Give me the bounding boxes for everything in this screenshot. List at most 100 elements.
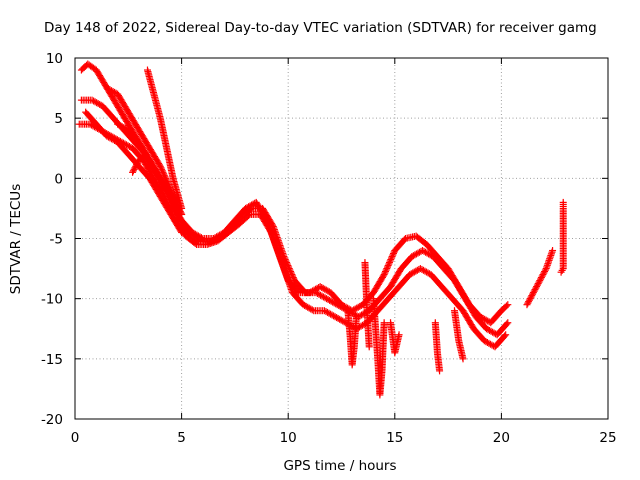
data-point: [383, 263, 391, 271]
data-point: [301, 302, 309, 310]
series-late-rise: [523, 247, 557, 309]
data-point: [480, 337, 488, 345]
data-point: [111, 137, 119, 145]
x-axis-label: GPS time / hours: [283, 458, 396, 474]
data-point: [353, 304, 361, 312]
data-point: [105, 85, 113, 93]
y-tick-label: -5: [50, 232, 63, 248]
data-point: [541, 266, 549, 274]
data-point: [302, 302, 310, 310]
data-point: [178, 228, 186, 236]
data-point: [289, 274, 297, 282]
data-point: [118, 123, 126, 131]
data-point: [339, 317, 347, 325]
data-point: [356, 302, 364, 310]
data-point: [411, 251, 419, 259]
series-track-h: [129, 150, 164, 182]
data-point: [129, 168, 137, 176]
data-point: [133, 159, 141, 167]
data-point: [532, 284, 540, 292]
data-point: [482, 316, 490, 324]
data-point: [156, 174, 164, 182]
data-point: [131, 164, 139, 172]
data-point: [146, 159, 154, 167]
data-point: [524, 299, 532, 307]
data-point: [381, 268, 389, 276]
data-point: [132, 162, 140, 170]
data-point: [115, 121, 123, 129]
data-point: [178, 204, 186, 212]
data-point: [410, 268, 418, 276]
data-point: [117, 122, 125, 130]
data-point: [389, 250, 397, 258]
chart-title: Day 148 of 2022, Sidereal Day-to-day VTE…: [44, 20, 597, 36]
data-point: [191, 239, 199, 247]
data-point: [328, 311, 336, 319]
data-points: [75, 60, 567, 399]
data-point: [329, 298, 337, 306]
data-point: [316, 283, 324, 291]
data-point: [485, 339, 493, 347]
data-point: [387, 254, 395, 262]
data-point: [288, 271, 296, 279]
data-point: [354, 303, 362, 311]
data-point: [426, 251, 434, 259]
data-point: [108, 87, 116, 95]
data-point: [436, 367, 444, 375]
data-point: [534, 280, 542, 288]
data-point: [527, 293, 535, 301]
data-point: [318, 292, 326, 300]
data-point: [425, 250, 433, 258]
data-point: [525, 296, 533, 304]
data-point: [421, 267, 429, 275]
data-point: [360, 320, 368, 328]
data-point: [416, 265, 424, 273]
data-point: [307, 305, 315, 313]
data-point: [419, 266, 427, 274]
y-tick-label: -10: [41, 292, 63, 308]
data-point: [122, 141, 130, 149]
data-point: [337, 316, 345, 324]
data-point: [324, 287, 332, 295]
data-point: [533, 281, 541, 289]
data-point: [322, 308, 330, 316]
data-point: [156, 162, 164, 170]
data-point: [321, 294, 329, 302]
data-point: [145, 156, 153, 164]
data-point: [487, 327, 495, 335]
data-point: [415, 248, 423, 256]
series-track-g: [143, 66, 186, 212]
data-point: [266, 227, 274, 235]
data-point: [541, 268, 549, 276]
data-point: [482, 325, 490, 333]
data-point: [406, 271, 414, 279]
data-point: [503, 320, 511, 328]
data-point: [330, 299, 338, 307]
data-point: [536, 277, 544, 285]
data-point: [142, 152, 150, 160]
data-point: [334, 314, 342, 322]
series-spike-13-7: [361, 259, 373, 351]
data-point: [365, 343, 373, 351]
data-point: [312, 289, 320, 297]
data-point: [351, 305, 359, 313]
data-point: [318, 283, 326, 291]
data-point: [489, 328, 497, 336]
data-point: [299, 301, 307, 309]
data-point: [321, 285, 329, 293]
data-point: [384, 262, 392, 270]
data-point: [385, 259, 393, 267]
data-point: [144, 155, 152, 163]
data-point: [395, 331, 403, 339]
data-point: [479, 314, 487, 322]
data-point: [420, 247, 428, 255]
data-point: [327, 297, 335, 305]
data-point: [108, 135, 116, 143]
data-point: [459, 355, 467, 363]
data-point: [129, 167, 137, 175]
data-point: [528, 292, 536, 300]
data-point: [481, 315, 489, 323]
data-point: [501, 332, 509, 340]
data-point: [114, 120, 122, 128]
